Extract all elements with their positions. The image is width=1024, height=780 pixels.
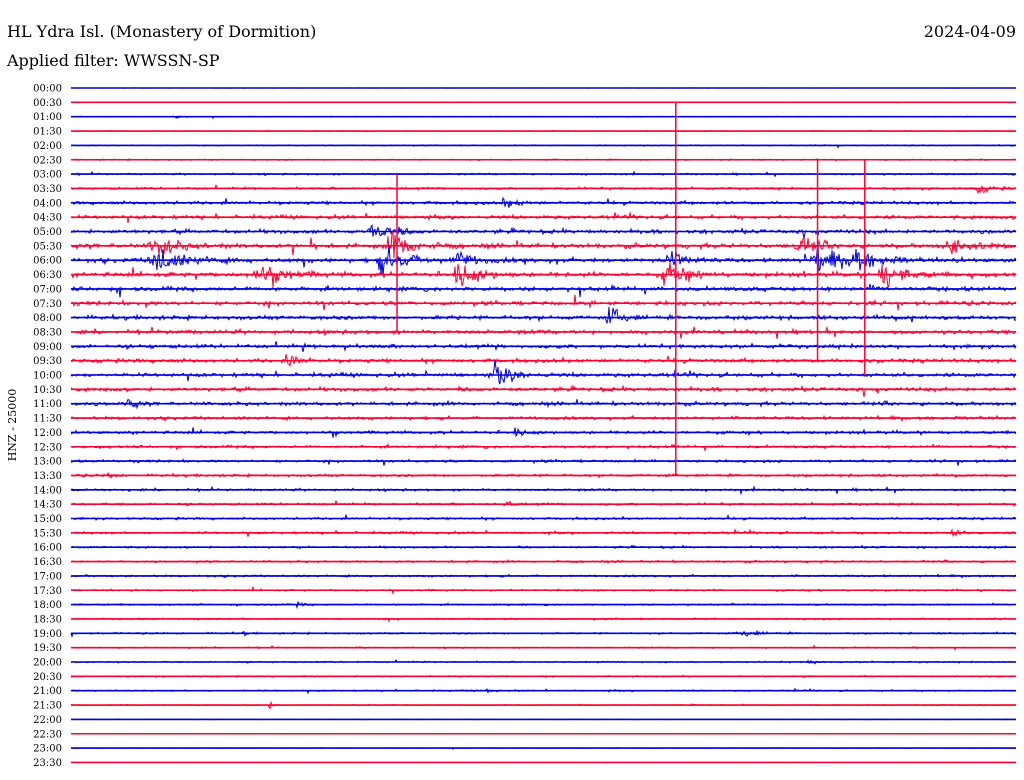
filter-label: Applied filter: WWSSN-SP: [6, 51, 220, 70]
traces: [70, 87, 1017, 764]
time-tick-label: 05:30: [33, 241, 62, 252]
time-tick-label: 01:30: [33, 127, 62, 138]
time-tick-label: 18:30: [33, 614, 62, 625]
time-tick-label: 21:00: [33, 686, 62, 697]
time-tick-label: 22:00: [33, 715, 62, 726]
time-tick-label: 19:00: [33, 629, 62, 640]
station-title: HL Ydra Isl. (Monastery of Dormition): [7, 22, 316, 41]
time-tick-label: 23:00: [33, 744, 62, 755]
time-tick-label: 14:30: [33, 500, 62, 511]
time-tick-label: 06:00: [33, 256, 62, 267]
trace-0700: [70, 283, 1017, 298]
time-tick-label: 21:30: [33, 701, 62, 712]
trace-1000: [70, 359, 1017, 385]
time-tick-label: 08:30: [33, 327, 62, 338]
time-tick-label: 10:30: [33, 385, 62, 396]
time-labels: 00:00 00:30 01:00 01:30 02:00 02:30 03:00 03:30…: [33, 84, 62, 769]
trace-0830: [70, 325, 1017, 339]
time-tick-label: 02:30: [33, 155, 62, 166]
time-tick-label: 06:30: [33, 270, 62, 281]
time-tick-label: 13:30: [33, 471, 62, 482]
time-tick-label: 17:00: [33, 571, 62, 582]
time-tick-label: 16:00: [33, 543, 62, 554]
time-tick-label: 01:00: [33, 112, 62, 123]
trace-0800: [70, 306, 1017, 325]
time-tick-label: 20:30: [33, 672, 62, 683]
time-tick-label: 03:30: [33, 184, 62, 195]
time-tick-label: 15:00: [33, 514, 62, 525]
time-tick-label: 12:00: [33, 428, 62, 439]
time-tick-label: 12:30: [33, 442, 62, 453]
time-tick-label: 11:00: [33, 399, 62, 410]
time-tick-label: 07:30: [33, 299, 62, 310]
time-tick-label: 07:00: [33, 284, 62, 295]
time-tick-label: 10:00: [33, 371, 62, 382]
time-tick-label: 20:00: [33, 658, 62, 669]
time-tick-label: 03:00: [33, 170, 62, 181]
time-tick-label: 00:30: [33, 98, 62, 109]
y-axis-label: HNZ - 25000: [6, 389, 19, 462]
time-tick-label: 18:00: [33, 600, 62, 611]
time-tick-label: 08:00: [33, 313, 62, 324]
time-tick-label: 22:30: [33, 729, 62, 740]
time-tick-label: 13:00: [33, 457, 62, 468]
time-tick-label: 19:30: [33, 643, 62, 654]
time-tick-label: 23:30: [33, 758, 62, 769]
time-tick-label: 09:30: [33, 356, 62, 367]
time-tick-label: 04:30: [33, 213, 62, 224]
time-tick-label: 05:00: [33, 227, 62, 238]
time-tick-label: 15:30: [33, 528, 62, 539]
time-tick-label: 00:00: [33, 84, 62, 95]
date-label: 2024-04-09: [924, 22, 1016, 41]
time-tick-label: 02:00: [33, 141, 62, 152]
time-tick-label: 17:30: [33, 586, 62, 597]
time-tick-label: 09:00: [33, 342, 62, 353]
time-tick-label: 11:30: [33, 414, 62, 425]
time-tick-label: 14:00: [33, 485, 62, 496]
time-tick-label: 04:00: [33, 198, 62, 209]
trace-1030: [70, 384, 1017, 398]
time-tick-label: 16:30: [33, 557, 62, 568]
